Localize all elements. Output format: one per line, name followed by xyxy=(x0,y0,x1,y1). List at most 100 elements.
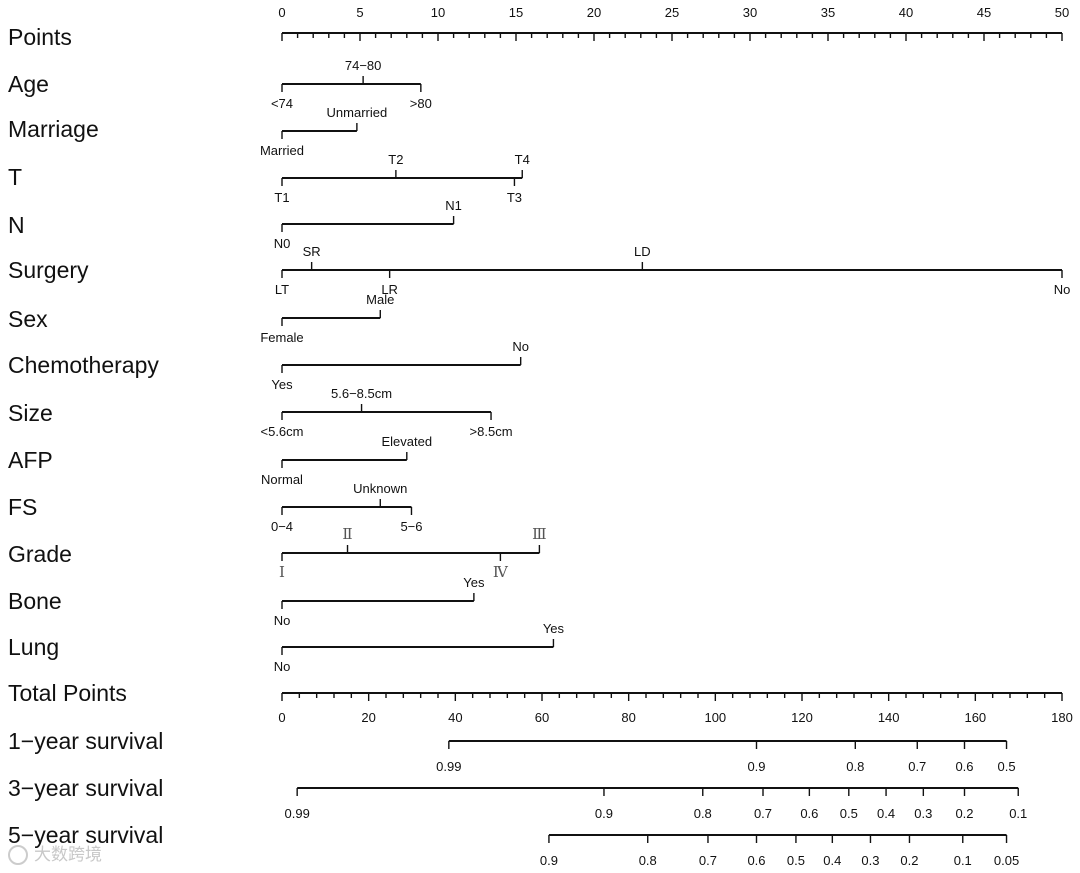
points-tick-label: 30 xyxy=(743,5,757,20)
total-tick-label: 160 xyxy=(964,710,986,725)
total-points-label: Total Points xyxy=(8,680,127,706)
level-label-size: >8.5cm xyxy=(470,424,513,439)
level-label-bone: Yes xyxy=(463,575,485,590)
level-label-sex: Male xyxy=(366,292,394,307)
survival-5-year-tick-label: 0.05 xyxy=(994,853,1019,868)
level-label-fs: 0−4 xyxy=(271,519,293,534)
level-label-afp: Elevated xyxy=(382,434,433,449)
total-tick-label: 40 xyxy=(448,710,462,725)
level-label-t: T1 xyxy=(274,190,289,205)
level-label-n: N1 xyxy=(445,198,462,213)
total-tick-label: 0 xyxy=(278,710,285,725)
points-tick-label: 35 xyxy=(821,5,835,20)
points-tick-label: 40 xyxy=(899,5,913,20)
survival-5-year-tick-label: 0.4 xyxy=(823,853,841,868)
level-label-grade: Ⅳ xyxy=(493,565,509,581)
survival-3-year-label: 3−year survival xyxy=(8,775,163,801)
level-label-lung: No xyxy=(274,659,291,674)
survival-5-year-tick-label: 0.6 xyxy=(747,853,765,868)
level-label-marriage: Married xyxy=(260,143,304,158)
survival-5-year-tick-label: 0.1 xyxy=(954,853,972,868)
row-label-age: Age xyxy=(8,71,49,97)
survival-1-year-tick-label: 0.8 xyxy=(846,759,864,774)
survival-5-year-tick-label: 0.2 xyxy=(900,853,918,868)
level-label-t: T3 xyxy=(507,190,522,205)
survival-5-year-tick-label: 0.9 xyxy=(540,853,558,868)
points-tick-label: 5 xyxy=(356,5,363,20)
points-tick-label: 50 xyxy=(1055,5,1069,20)
survival-1-year-tick-label: 0.6 xyxy=(955,759,973,774)
survival-5-year-tick-label: 0.7 xyxy=(699,853,717,868)
level-label-size: <5.6cm xyxy=(261,424,304,439)
points-tick-label: 20 xyxy=(587,5,601,20)
points-tick-label: 45 xyxy=(977,5,991,20)
survival-5-year-tick-label: 0.5 xyxy=(787,853,805,868)
survival-1-year-tick-label: 0.99 xyxy=(436,759,461,774)
survival-3-year-tick-label: 0.2 xyxy=(955,806,973,821)
level-label-grade: Ⅱ xyxy=(342,527,352,543)
survival-5-year-tick-label: 0.8 xyxy=(639,853,657,868)
row-label-grade: Grade xyxy=(8,541,72,567)
survival-1-year-tick-label: 0.5 xyxy=(997,759,1015,774)
level-label-lung: Yes xyxy=(543,621,565,636)
level-label-n: N0 xyxy=(274,236,291,251)
level-label-surgery: LT xyxy=(275,282,289,297)
points-axis-label: Points xyxy=(8,24,72,50)
survival-3-year-tick-label: 0.9 xyxy=(595,806,613,821)
survival-1-year-tick-label: 0.7 xyxy=(908,759,926,774)
watermark-text: 大数跨境 xyxy=(34,845,102,865)
row-label-surgery: Surgery xyxy=(8,257,89,283)
total-tick-label: 60 xyxy=(535,710,549,725)
survival-3-year-tick-label: 0.4 xyxy=(877,806,895,821)
points-tick-label: 0 xyxy=(278,5,285,20)
row-label-chemotherapy: Chemotherapy xyxy=(8,352,159,378)
level-label-chemotherapy: Yes xyxy=(271,377,293,392)
survival-3-year-tick-label: 0.99 xyxy=(285,806,310,821)
total-tick-label: 80 xyxy=(621,710,635,725)
row-label-n: N xyxy=(8,212,25,238)
points-tick-label: 25 xyxy=(665,5,679,20)
survival-3-year-tick-label: 0.8 xyxy=(694,806,712,821)
level-label-grade: Ⅲ xyxy=(532,527,546,543)
level-label-surgery: LR xyxy=(381,282,398,297)
level-label-marriage: Unmarried xyxy=(327,105,388,120)
row-label-bone: Bone xyxy=(8,588,62,614)
level-label-t: T4 xyxy=(515,152,530,167)
total-tick-label: 120 xyxy=(791,710,813,725)
level-label-surgery: No xyxy=(1054,282,1071,297)
survival-1-year-tick-label: 0.9 xyxy=(747,759,765,774)
level-label-t: T2 xyxy=(388,152,403,167)
survival-3-year-tick-label: 0.7 xyxy=(754,806,772,821)
row-label-afp: AFP xyxy=(8,447,53,473)
level-label-bone: No xyxy=(274,613,291,628)
level-label-fs: Unknown xyxy=(353,481,407,496)
survival-3-year-tick-label: 0.6 xyxy=(800,806,818,821)
watermark: 大数跨境 xyxy=(8,840,102,865)
level-label-age: 74−80 xyxy=(345,58,382,73)
level-label-fs: 5−6 xyxy=(400,519,422,534)
points-tick-label: 15 xyxy=(509,5,523,20)
level-label-age: >80 xyxy=(410,96,432,111)
total-tick-label: 20 xyxy=(361,710,375,725)
level-label-chemotherapy: No xyxy=(512,339,529,354)
total-tick-label: 100 xyxy=(704,710,726,725)
level-label-age: <74 xyxy=(271,96,293,111)
level-label-sex: Female xyxy=(260,330,303,345)
level-label-size: 5.6−8.5cm xyxy=(331,386,392,401)
row-label-lung: Lung xyxy=(8,634,59,660)
survival-3-year-tick-label: 0.1 xyxy=(1009,806,1027,821)
survival-3-year-tick-label: 0.5 xyxy=(840,806,858,821)
level-label-afp: Normal xyxy=(261,472,303,487)
level-label-surgery: LD xyxy=(634,244,651,259)
row-label-fs: FS xyxy=(8,494,37,520)
survival-5-year-label: 5−year survival xyxy=(8,822,163,848)
survival-3-year-tick-label: 0.3 xyxy=(914,806,932,821)
points-tick-label: 10 xyxy=(431,5,445,20)
watermark-logo-icon xyxy=(8,845,28,865)
survival-1-year-label: 1−year survival xyxy=(8,728,163,754)
level-label-grade: Ⅰ xyxy=(279,565,285,581)
total-tick-label: 180 xyxy=(1051,710,1073,725)
total-tick-label: 140 xyxy=(878,710,900,725)
level-label-surgery: SR xyxy=(303,244,321,259)
